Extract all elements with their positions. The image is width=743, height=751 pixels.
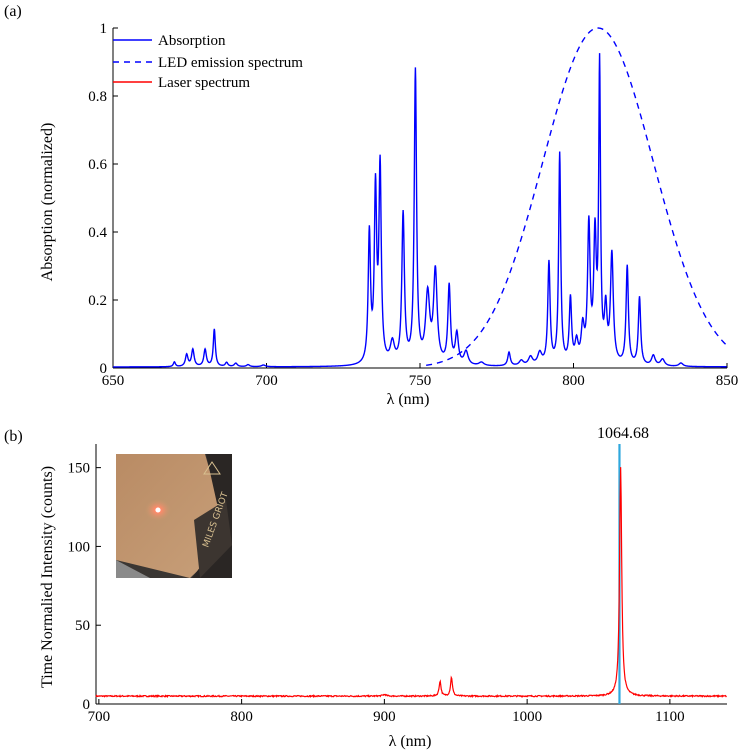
panel-b-x-tick-label: 1000 — [512, 709, 542, 725]
panel-a-y-tick-label: 1 — [100, 21, 108, 37]
panel-b-series — [95, 444, 727, 704]
panel-a-y-tick-label: 0.2 — [88, 293, 107, 309]
panel-a-y-tick-label: 0.8 — [88, 89, 107, 105]
panel-a-legend: Absorption LED emission spectrum Laser s… — [113, 33, 303, 91]
panel-a-y-tick-label: 0 — [100, 361, 108, 377]
panel-b-ticks: 700 800 900 1000 1100 0 50 100 150 — [68, 461, 685, 725]
panel-a: (a) 650 700 750 800 850 0 0.2 0.4 0.6 0.8 1 Absorp… — [4, 3, 738, 408]
panel-b-y-tick-label: 100 — [68, 539, 91, 555]
panel-b-axes — [95, 444, 727, 705]
panel-a-x-tick-label: 800 — [562, 373, 585, 389]
panel-b-x-tick-label: 900 — [373, 709, 396, 725]
panel-a-x-tick-label: 850 — [716, 373, 739, 389]
panel-a-x-tick-label: 700 — [255, 373, 278, 389]
absorption-line — [113, 53, 727, 368]
legend-label-absorption: Absorption — [158, 33, 226, 49]
panel-a-x-tick-label: 650 — [102, 373, 125, 389]
panel-b-y-tick-label: 0 — [83, 697, 91, 713]
panel-b-y-tick-label: 150 — [68, 461, 91, 477]
panel-b-tag: (b) — [4, 428, 23, 445]
panel-a-ticks: 650 700 750 800 850 0 0.2 0.4 0.6 0.8 1 — [88, 21, 738, 389]
panel-a-y-tick-label: 0.4 — [88, 225, 107, 241]
legend-label-led: LED emission spectrum — [158, 55, 303, 71]
panel-a-xlabel: λ (nm) — [387, 391, 430, 408]
panel-a-series — [113, 27, 728, 368]
led-emission-line — [426, 27, 728, 367]
panel-b-y-tick-label: 50 — [75, 618, 90, 634]
inset-photo: MILES GRIOT — [116, 454, 232, 578]
panel-b-x-tick-label: 700 — [88, 709, 111, 725]
panel-a-tag: (a) — [4, 3, 22, 20]
panel-b-peak-annotation: 1064.68 — [597, 425, 649, 442]
panel-b-x-tick-label: 800 — [230, 709, 253, 725]
panel-b: (b) 700 800 900 1000 1100 0 50 100 150 1064.68 — [4, 425, 727, 750]
laser-spectrum-line — [95, 467, 727, 699]
legend-label-laser: Laser spectrum — [158, 75, 250, 91]
panel-b-ylabel: Time Normalied Intensity (counts) — [39, 466, 56, 688]
panel-a-y-tick-label: 0.6 — [88, 157, 107, 173]
panel-b-x-tick-label: 1100 — [655, 709, 684, 725]
panel-a-ylabel: Absorption (normalized) — [39, 123, 56, 282]
panel-a-x-tick-label: 750 — [409, 373, 432, 389]
panel-b-xlabel: λ (nm) — [389, 733, 432, 750]
